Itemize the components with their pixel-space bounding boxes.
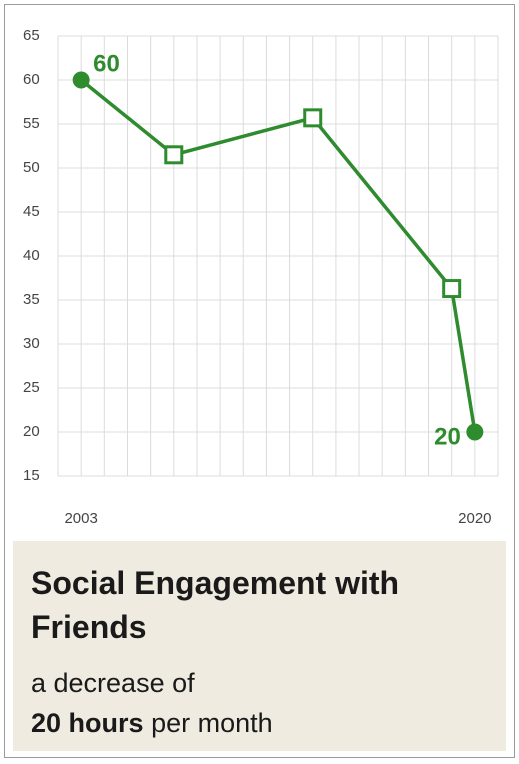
marker [72, 71, 90, 89]
data-label: 20 [434, 423, 461, 450]
data-label: 60 [93, 50, 120, 77]
y-tick-label: 60 [23, 71, 40, 88]
chart-title: Social Engagement with Friends [31, 565, 400, 645]
y-tick-label: 20 [23, 423, 40, 440]
y-tick-label: 55 [23, 115, 40, 132]
y-tick-label: 30 [23, 335, 40, 352]
y-tick-label: 40 [23, 247, 40, 264]
x-tick-label: 2003 [64, 510, 97, 527]
subtitle-bold: 20 hours [31, 708, 144, 738]
subtitle-line: 20 hours per month [31, 703, 273, 743]
y-tick-label: 50 [23, 159, 40, 176]
marker [303, 108, 323, 128]
y-tick-label: 35 [23, 291, 40, 308]
subtitle-lead: a decrease of [31, 668, 195, 698]
subtitle-rest: per month [151, 708, 273, 738]
marker [164, 145, 184, 165]
y-tick-label: 15 [23, 467, 40, 484]
caption-panel: Social Engagement with Friends a decreas… [13, 541, 506, 751]
marker [466, 423, 484, 441]
subtitle: a decrease of 20 hours per month [31, 663, 273, 743]
y-tick-label: 65 [23, 27, 40, 44]
card: 15 20 25 30 35 40 45 50 55 60 65 2003 2020 60 20 Socia… [4, 4, 515, 758]
marker [442, 279, 462, 299]
y-tick-label: 45 [23, 203, 40, 220]
x-tick-label: 2020 [458, 510, 491, 527]
chart: 15 20 25 30 35 40 45 50 55 60 65 2003 2020 60 20 [23, 27, 499, 527]
y-tick-label: 25 [23, 379, 40, 396]
